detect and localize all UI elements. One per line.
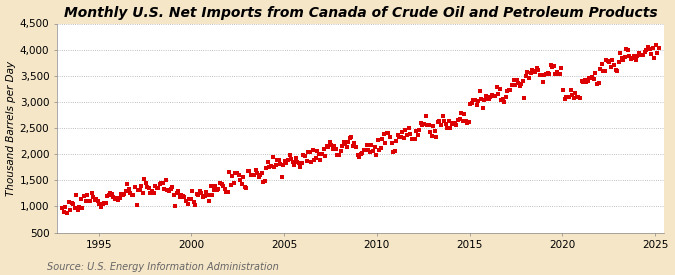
Y-axis label: Thousand Barrels per Day: Thousand Barrels per Day xyxy=(5,60,16,196)
Text: Source: U.S. Energy Information Administration: Source: U.S. Energy Information Administ… xyxy=(47,262,279,272)
Title: Monthly U.S. Net Imports from Canada of Crude Oil and Petroleum Products: Monthly U.S. Net Imports from Canada of … xyxy=(64,6,657,20)
